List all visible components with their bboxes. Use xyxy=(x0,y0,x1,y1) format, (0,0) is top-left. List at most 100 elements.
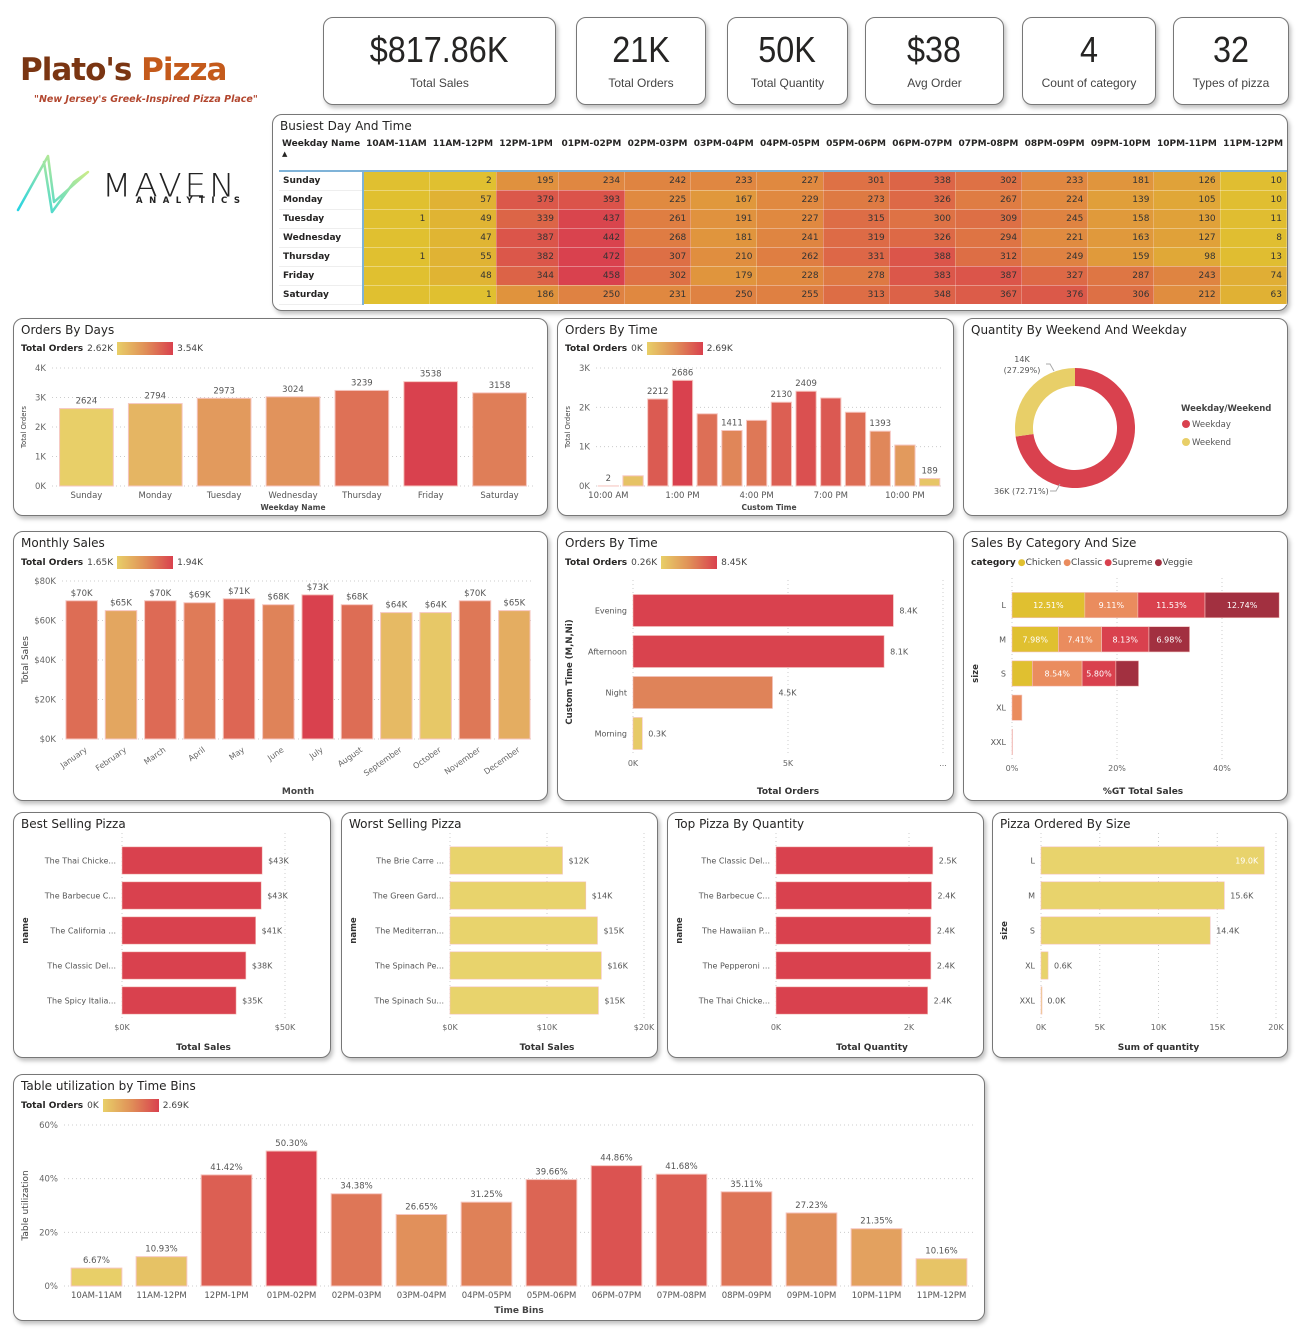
matrix-cell[interactable]: 262 xyxy=(756,247,824,267)
bar[interactable] xyxy=(671,379,694,487)
matrix-cell[interactable]: 227 xyxy=(756,171,824,191)
matrix-cell[interactable]: 159 xyxy=(1087,247,1155,267)
bar[interactable] xyxy=(844,411,867,487)
bar[interactable] xyxy=(70,1267,123,1287)
matrix-cell[interactable]: 437 xyxy=(558,209,626,229)
matrix-cell[interactable]: 1 xyxy=(363,209,431,229)
bar[interactable] xyxy=(775,916,932,945)
column-header[interactable]: 11PM-12PM xyxy=(1223,139,1284,149)
matrix-cell[interactable]: 268 xyxy=(624,228,692,248)
matrix-cell[interactable]: 339 xyxy=(496,209,559,229)
matrix-cell[interactable]: 393 xyxy=(558,190,626,210)
matrix-cell[interactable]: 2 xyxy=(429,171,497,191)
bar[interactable] xyxy=(121,951,247,980)
matrix-cell[interactable]: 167 xyxy=(690,190,758,210)
legend-item-supreme[interactable]: ●Supreme xyxy=(1104,558,1153,568)
bar[interactable] xyxy=(449,881,587,910)
matrix-cell[interactable]: 57 xyxy=(429,190,497,210)
matrix-cell[interactable]: 319 xyxy=(823,228,890,248)
bar[interactable] xyxy=(775,846,934,875)
bar-segment-veggie[interactable] xyxy=(1148,626,1190,653)
matrix-cell[interactable]: 249 xyxy=(1021,247,1089,267)
matrix-cell[interactable]: 242 xyxy=(624,171,692,191)
sales-category-size-card[interactable]: Sales By Category And Size category ●Chi… xyxy=(963,531,1288,801)
matrix-row[interactable]: Monday 57 379 393 225 167 229 273 326 267 224 139 10… xyxy=(279,190,1288,210)
donut-slice-weekend[interactable] xyxy=(1015,368,1075,437)
top-quantity-card[interactable]: Top Pizza By Quantity 0K 2K The Classic De… xyxy=(667,812,984,1058)
matrix-row[interactable]: Saturday 1 186 250 231 250 255 313 348 367 376 306 2… xyxy=(279,285,1288,305)
bar[interactable] xyxy=(449,951,602,980)
matrix-cell[interactable] xyxy=(363,285,431,305)
matrix-cell[interactable]: 382 xyxy=(496,247,559,267)
bar-segment-classic[interactable] xyxy=(1032,660,1083,687)
column-header[interactable]: 01PM-02PM xyxy=(561,139,622,149)
monthly-sales-card[interactable]: Monthly Sales Total Orders 1.65K 1.94K $0K… xyxy=(13,531,548,801)
matrix-cell[interactable]: 294 xyxy=(955,228,1023,248)
matrix-cell[interactable]: 48 xyxy=(429,266,497,286)
matrix-cell[interactable]: 388 xyxy=(889,247,956,267)
table-utilization-card[interactable]: Table utilization by Time Bins Total Ord… xyxy=(13,1074,985,1321)
bar-segment-chicken[interactable] xyxy=(1011,660,1033,687)
matrix-cell[interactable]: 1 xyxy=(363,247,431,267)
bar[interactable] xyxy=(590,1165,643,1287)
matrix-cell[interactable]: 233 xyxy=(1021,171,1089,191)
matrix-cell[interactable]: 241 xyxy=(756,228,824,248)
bar[interactable] xyxy=(104,610,138,740)
orders-by-days-card[interactable]: Orders By Days Total Orders 2.62K 3.54K 0K… xyxy=(13,318,548,516)
bar[interactable] xyxy=(419,612,452,740)
row-label[interactable]: Thursday xyxy=(279,247,365,267)
bar[interactable] xyxy=(525,1179,578,1287)
matrix-cell[interactable]: 229 xyxy=(756,190,824,210)
bar[interactable] xyxy=(915,1258,968,1287)
matrix-cell[interactable]: 212 xyxy=(1153,285,1221,305)
bar[interactable] xyxy=(795,390,817,487)
bar[interactable] xyxy=(919,478,941,487)
matrix-cell[interactable]: 224 xyxy=(1021,190,1089,210)
bar-segment-supreme[interactable] xyxy=(1101,626,1150,653)
matrix-cell[interactable]: 306 xyxy=(1087,285,1155,305)
matrix-cell[interactable]: 158 xyxy=(1087,209,1155,229)
matrix-cell[interactable]: 49 xyxy=(429,209,497,229)
matrix-cell[interactable]: 191 xyxy=(690,209,758,229)
bar[interactable] xyxy=(632,676,773,709)
bar[interactable] xyxy=(1040,951,1049,980)
matrix-cell[interactable]: 181 xyxy=(1087,171,1155,191)
bar[interactable] xyxy=(632,635,885,668)
bar[interactable] xyxy=(65,600,98,740)
row-header[interactable]: Weekday Name ▲ xyxy=(279,137,363,171)
matrix-cell[interactable]: 278 xyxy=(823,266,890,286)
bar[interactable] xyxy=(770,401,792,487)
matrix-cell[interactable]: 1 xyxy=(429,285,497,305)
matrix-cell[interactable]: 379 xyxy=(496,190,559,210)
matrix-cell[interactable]: 243 xyxy=(1153,266,1221,286)
matrix-cell[interactable]: 326 xyxy=(889,190,956,210)
matrix-cell[interactable]: 338 xyxy=(889,171,956,191)
bar[interactable] xyxy=(121,986,237,1015)
row-label[interactable]: Tuesday xyxy=(279,209,365,229)
column-header[interactable]: 12PM-1PM xyxy=(499,139,553,149)
bar-segment-classic[interactable] xyxy=(1058,626,1102,653)
bar[interactable] xyxy=(222,598,256,740)
bar[interactable] xyxy=(1040,916,1211,945)
matrix-cell[interactable]: 344 xyxy=(496,266,559,286)
matrix-row[interactable]: Friday 48 344 458 302 179 228 278 383 387 327 287 24… xyxy=(279,266,1288,286)
bar[interactable] xyxy=(449,846,563,875)
matrix-row[interactable]: Sunday 2 195 234 242 233 227 301 338 302 233 181 126… xyxy=(279,171,1288,191)
bar[interactable] xyxy=(380,612,413,740)
bar[interactable] xyxy=(775,951,932,980)
matrix-cell[interactable]: 472 xyxy=(558,247,626,267)
leader-line[interactable] xyxy=(1046,363,1055,372)
matrix-cell[interactable]: 255 xyxy=(756,285,824,305)
bar[interactable] xyxy=(775,986,928,1015)
legend-item-chicken[interactable]: ●Chicken xyxy=(1017,558,1062,568)
matrix-cell[interactable]: 127 xyxy=(1153,228,1221,248)
row-label[interactable]: Monday xyxy=(279,190,365,210)
busiest-day-time-matrix[interactable]: Busiest Day And Time Weekday Name ▲ 10AM-1… xyxy=(272,114,1288,311)
matrix-cell[interactable]: 383 xyxy=(889,266,956,286)
bar-segment-veggie[interactable] xyxy=(1115,660,1139,687)
bar[interactable] xyxy=(1040,986,1043,1015)
matrix-cell[interactable]: 179 xyxy=(690,266,758,286)
matrix-cell[interactable]: 376 xyxy=(1021,285,1089,305)
bar-segment-supreme[interactable] xyxy=(1137,592,1206,619)
bar-segment-veggie[interactable] xyxy=(1204,592,1280,619)
